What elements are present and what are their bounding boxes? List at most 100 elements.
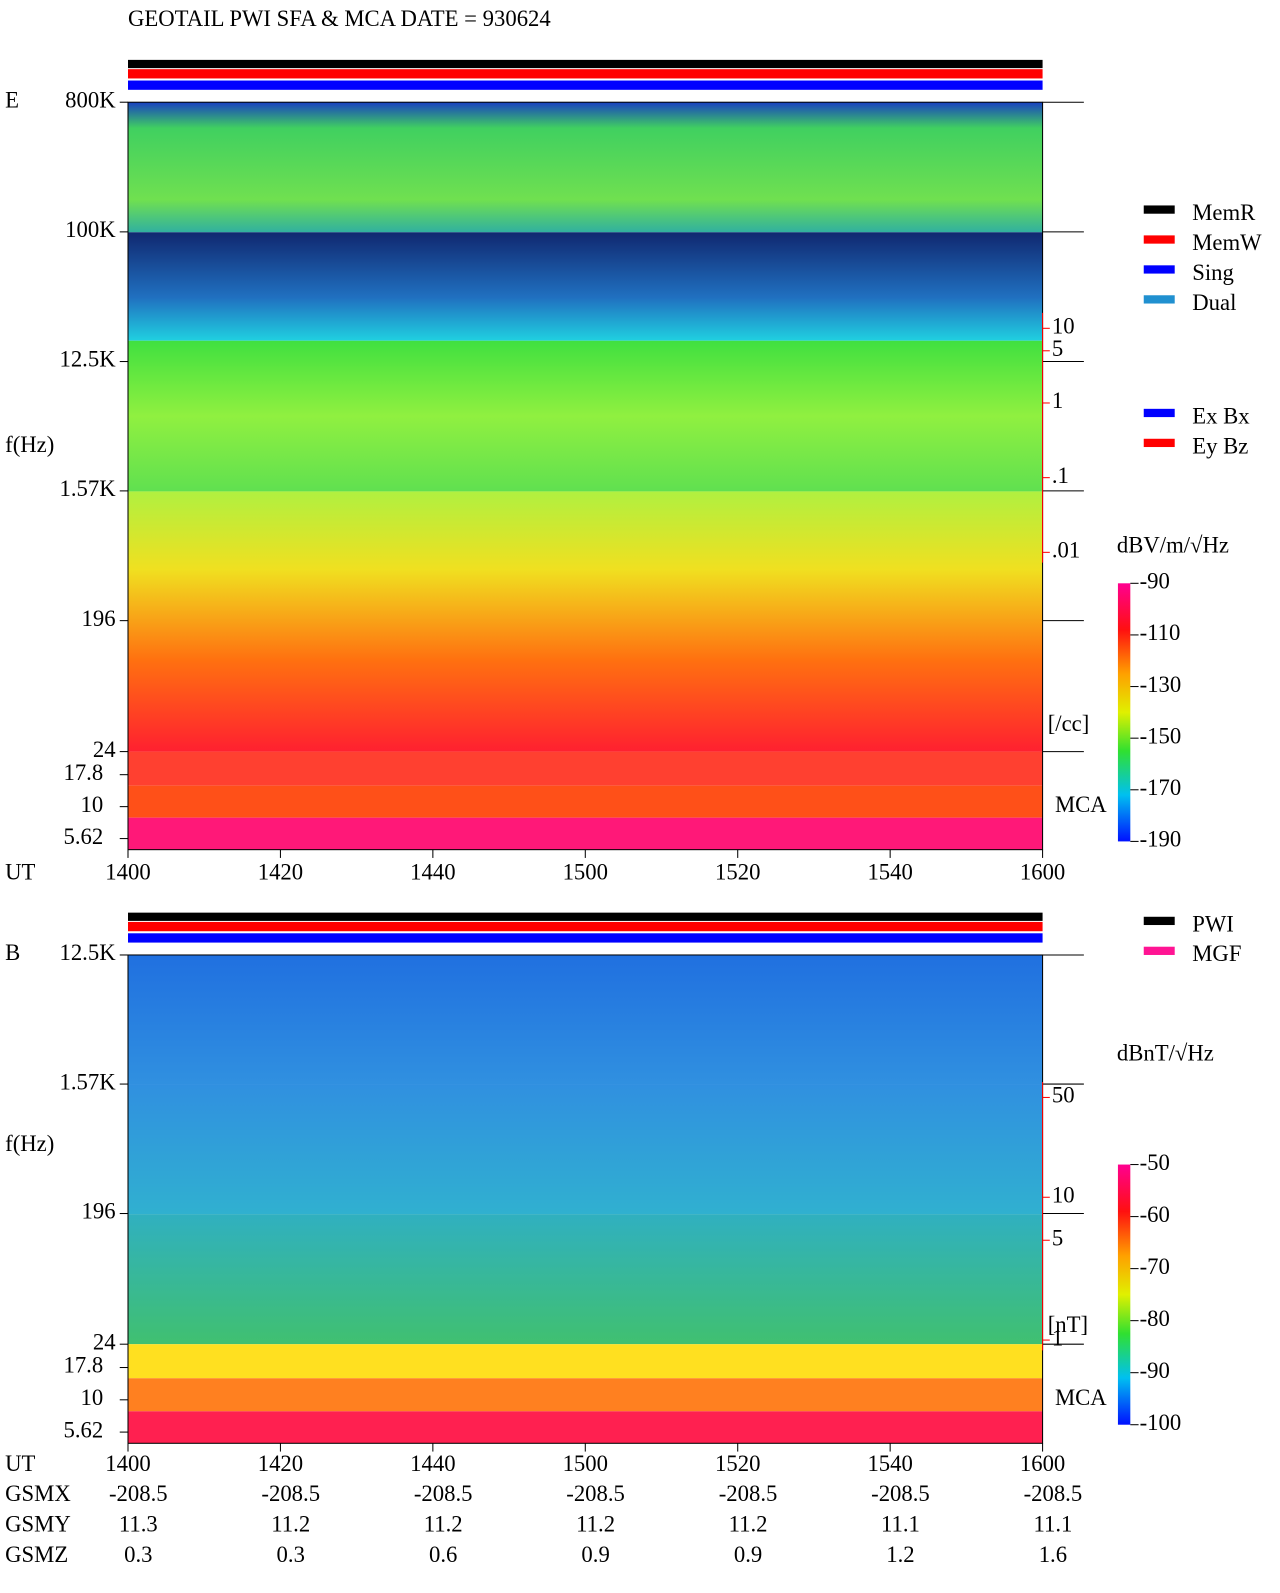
y-tick-label: 1.57K bbox=[59, 476, 116, 501]
colorbar-tick-label: -70 bbox=[1140, 1254, 1170, 1279]
legend-swatch bbox=[1143, 438, 1175, 448]
y-tick-label: 196 bbox=[82, 1199, 116, 1224]
legend-label: Dual bbox=[1192, 290, 1236, 315]
ephemeris-value: 0.9 bbox=[734, 1542, 762, 1567]
y-tick-label: 12.5K bbox=[59, 347, 116, 372]
mca bbox=[128, 1411, 1043, 1444]
title: GEOTAIL PWI SFA & MCA DATE = 930624 bbox=[128, 6, 551, 31]
x-tick-label: 1520 bbox=[715, 860, 760, 885]
legend-swatch bbox=[1143, 265, 1175, 274]
x-axis-label: UT bbox=[5, 1451, 35, 1476]
density-tick-label: 10 bbox=[1052, 1182, 1075, 1207]
legend-label: MGF bbox=[1192, 941, 1241, 966]
legend-swatch bbox=[1143, 946, 1175, 955]
colorbar bbox=[1117, 1164, 1131, 1425]
legend-label: Ey Bz bbox=[1192, 433, 1248, 458]
colorbar-tick-label: -170 bbox=[1140, 775, 1182, 800]
x-tick-label: 1540 bbox=[867, 1451, 912, 1476]
colorbar-tick-label: -80 bbox=[1140, 1306, 1170, 1331]
colorbar-tick-label: -190 bbox=[1140, 827, 1182, 852]
ephemeris-value: -208.5 bbox=[414, 1481, 473, 1506]
ephemeris-value: -208.5 bbox=[719, 1481, 778, 1506]
colorbar-tick-label: -130 bbox=[1140, 672, 1182, 697]
mca-label: MCA bbox=[1055, 1385, 1107, 1410]
mode-bar bbox=[128, 80, 1043, 90]
spectrogram bbox=[128, 340, 1043, 492]
ephemeris-value: -208.5 bbox=[109, 1481, 168, 1506]
ephemeris-name: GSMZ bbox=[5, 1542, 68, 1567]
mca bbox=[128, 751, 1043, 786]
density-tick-label: 5 bbox=[1052, 336, 1063, 361]
mode-bar bbox=[128, 59, 1043, 69]
density-tick-label: 5 bbox=[1052, 1225, 1063, 1250]
x-tick-label: 1400 bbox=[105, 860, 150, 885]
legend-swatch bbox=[1143, 408, 1175, 418]
colorbar-label: dBV/m/√Hz bbox=[1117, 532, 1229, 557]
ephemeris-value: -208.5 bbox=[1024, 1481, 1083, 1506]
ephemeris-name: GSMY bbox=[5, 1512, 71, 1537]
mca-tick-label: 10 bbox=[81, 792, 104, 817]
density-tick-label: 10 bbox=[1052, 314, 1075, 339]
legend-swatch bbox=[1143, 205, 1175, 214]
legend-label: Sing bbox=[1192, 260, 1234, 285]
density-label: [/cc] bbox=[1048, 711, 1090, 736]
x-tick-label: 1540 bbox=[867, 860, 912, 885]
y-tick-label: 196 bbox=[82, 606, 116, 631]
colorbar-tick-label: -90 bbox=[1140, 1358, 1170, 1383]
ephemeris-value: 11.2 bbox=[576, 1512, 615, 1537]
x-tick-label: 1600 bbox=[1020, 1451, 1065, 1476]
y-tick-label: 1.57K bbox=[59, 1069, 116, 1094]
x-axis-label: UT bbox=[5, 860, 35, 885]
ephemeris-value: 11.1 bbox=[1033, 1512, 1072, 1537]
spectrogram bbox=[128, 1084, 1043, 1215]
ephemeris-value: 11.2 bbox=[729, 1512, 768, 1537]
colorbar-tick-label: -90 bbox=[1140, 569, 1170, 594]
spectrogram bbox=[128, 102, 1043, 233]
ephemeris-value: 0.3 bbox=[124, 1542, 152, 1567]
x-tick-label: 1420 bbox=[258, 860, 303, 885]
density-tick-label: .1 bbox=[1052, 463, 1069, 488]
x-tick-label: 1400 bbox=[105, 1451, 150, 1476]
y-axis-label: f(Hz) bbox=[5, 432, 54, 457]
y-axis-label: f(Hz) bbox=[5, 1131, 54, 1156]
ephemeris-value: 0.6 bbox=[429, 1542, 457, 1567]
legend-swatch bbox=[1143, 295, 1175, 304]
y-tick-label: 800K bbox=[65, 87, 116, 112]
ephemeris-value: -208.5 bbox=[566, 1481, 625, 1506]
x-tick-label: 1520 bbox=[715, 1451, 760, 1476]
panel-label: E bbox=[5, 87, 19, 112]
mca-label: MCA bbox=[1055, 792, 1107, 817]
colorbar-tick-label: -110 bbox=[1140, 620, 1181, 645]
density-label: [nT] bbox=[1048, 1312, 1088, 1337]
ephemeris-value: 0.3 bbox=[277, 1542, 305, 1567]
density-tick-label: 1 bbox=[1052, 388, 1063, 413]
colorbar-tick-label: -50 bbox=[1140, 1150, 1170, 1175]
mca-tick-label: 5.62 bbox=[63, 1417, 103, 1442]
mca bbox=[128, 817, 1043, 850]
ephemeris-value: 11.2 bbox=[271, 1512, 310, 1537]
panel-label: B bbox=[5, 940, 20, 965]
mode-bar bbox=[128, 921, 1043, 932]
x-tick-label: 1420 bbox=[258, 1451, 303, 1476]
mca-tick-label: 10 bbox=[81, 1385, 104, 1410]
colorbar-tick-label: -100 bbox=[1140, 1410, 1182, 1435]
colorbar-tick-label: -60 bbox=[1140, 1202, 1170, 1227]
x-tick-label: 1440 bbox=[410, 860, 455, 885]
density-tick-label: 1 bbox=[1052, 1325, 1063, 1350]
legend-label: PWI bbox=[1192, 911, 1234, 936]
colorbar bbox=[1117, 583, 1131, 842]
mca bbox=[128, 785, 1043, 818]
legend-swatch bbox=[1143, 916, 1175, 926]
mca-tick-label: 17.8 bbox=[63, 760, 103, 785]
ephemeris-value: 1.2 bbox=[886, 1542, 914, 1567]
spectrogram bbox=[128, 491, 1043, 752]
spectrogram bbox=[128, 954, 1043, 1085]
ephemeris-value: 11.2 bbox=[424, 1512, 463, 1537]
ephemeris-value: 0.9 bbox=[581, 1542, 609, 1567]
legend-label: Ex Bx bbox=[1192, 403, 1250, 428]
x-tick-label: 1440 bbox=[410, 1451, 455, 1476]
ephemeris-value: 11.1 bbox=[881, 1512, 920, 1537]
mode-bar bbox=[128, 912, 1043, 921]
